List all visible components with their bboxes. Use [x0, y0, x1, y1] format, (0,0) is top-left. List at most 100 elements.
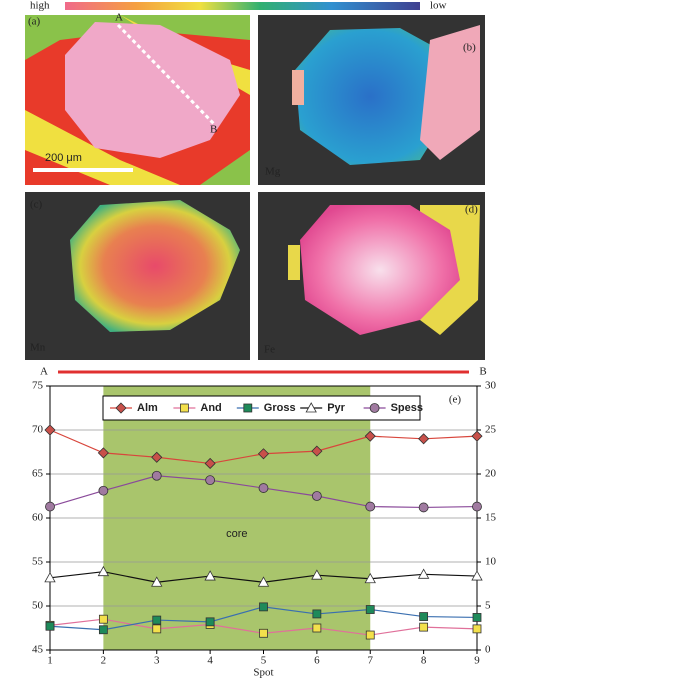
- marker: [45, 621, 55, 631]
- color-scale: [65, 2, 420, 10]
- marker: [98, 625, 108, 635]
- marker: [418, 502, 429, 513]
- y2-tick-label: 0: [485, 644, 491, 656]
- marker: [152, 615, 162, 625]
- y-tick-label: 50: [32, 600, 44, 612]
- legend-label: And: [200, 402, 221, 414]
- marker: [204, 570, 216, 581]
- marker: [44, 572, 56, 583]
- marker: [151, 451, 163, 463]
- plot-frame: [49, 385, 478, 651]
- marker: [45, 501, 55, 512]
- panel-label: (d): [465, 204, 478, 216]
- y2-tick-label: 15: [485, 512, 497, 524]
- legend-label: Pyr: [327, 402, 345, 414]
- marker: [418, 433, 430, 445]
- marker: [419, 612, 429, 621]
- profile-start: A: [115, 12, 123, 24]
- marker: [472, 501, 482, 512]
- y-tick-label: 65: [32, 468, 44, 480]
- y-tick-label: 70: [32, 424, 44, 436]
- map-label: Mg: [265, 166, 281, 178]
- panel-label: (b): [463, 42, 476, 54]
- x-tick-label: 2: [101, 655, 107, 667]
- x-tick-label: 1: [47, 655, 53, 667]
- legend-label: Spess: [391, 402, 423, 414]
- marker: [151, 470, 162, 481]
- y2-tick-label: 5: [485, 600, 491, 612]
- marker: [471, 570, 483, 581]
- y-tick-label: 60: [32, 512, 44, 524]
- x-tick-label: 6: [314, 655, 320, 667]
- y2-tick-label: 25: [485, 424, 497, 436]
- x-tick-label: 5: [261, 655, 267, 667]
- marker: [311, 491, 322, 501]
- marker: [257, 448, 270, 460]
- panel-b: (b) Mg: [258, 15, 485, 185]
- x-axis-title: Spot: [253, 667, 273, 679]
- marker: [365, 501, 376, 512]
- marker: [257, 576, 270, 587]
- marker: [364, 572, 376, 584]
- marker: [417, 568, 430, 579]
- marker: [364, 430, 376, 442]
- legend-label: Alm: [137, 402, 158, 414]
- marker: [151, 576, 163, 587]
- profile-end: B: [210, 124, 217, 136]
- y2-tick-label: 10: [485, 556, 497, 568]
- y-tick-label: 55: [32, 556, 44, 568]
- marker: [258, 483, 269, 493]
- x-tick-label: 9: [474, 655, 480, 667]
- scale-low: low: [430, 0, 447, 12]
- panel-label: (c): [30, 199, 43, 211]
- marker: [312, 609, 322, 619]
- profile-start: A: [40, 366, 48, 378]
- scale-high: high: [30, 0, 50, 12]
- marker: [305, 402, 317, 413]
- x-tick-label: 4: [207, 655, 213, 667]
- panel-c: (c) Mn: [25, 192, 250, 360]
- panel-d: (d) Fe: [258, 192, 485, 360]
- y-tick-label: 75: [32, 380, 44, 392]
- marker: [311, 569, 323, 580]
- marker: [419, 622, 429, 632]
- marker: [365, 630, 375, 640]
- marker: [472, 624, 482, 634]
- legend-label: Gross: [264, 402, 296, 414]
- marker: [98, 614, 108, 624]
- marker: [312, 623, 322, 633]
- marker: [204, 457, 216, 470]
- marker: [259, 602, 268, 612]
- marker: [205, 475, 216, 486]
- marker: [44, 424, 56, 436]
- y2-tick-label: 20: [485, 468, 497, 480]
- map-label: Mn: [30, 342, 46, 354]
- marker: [243, 403, 253, 413]
- map-label: Fe: [264, 344, 275, 356]
- panel-a: (a) A B 200 μm: [25, 12, 250, 185]
- marker: [311, 445, 323, 457]
- marker: [152, 624, 162, 634]
- x-tick-label: 7: [368, 655, 374, 667]
- marker: [98, 485, 109, 496]
- y2-tick-label: 30: [485, 380, 497, 392]
- panel-label: (e): [449, 394, 462, 406]
- marker: [179, 403, 189, 413]
- y-tick-label: 45: [32, 644, 44, 656]
- x-tick-label: 3: [154, 655, 160, 667]
- scale-bar: 200 μm: [45, 152, 82, 164]
- marker: [97, 565, 110, 577]
- panel-label: (a): [28, 16, 41, 28]
- core-label: core: [226, 528, 247, 540]
- marker: [472, 613, 482, 622]
- marker: [369, 403, 380, 413]
- marker: [205, 617, 215, 627]
- x-tick-label: 8: [421, 655, 427, 667]
- marker: [471, 430, 483, 442]
- profile-end: B: [479, 366, 486, 378]
- marker: [115, 402, 127, 414]
- marker: [259, 628, 268, 638]
- marker: [97, 447, 109, 459]
